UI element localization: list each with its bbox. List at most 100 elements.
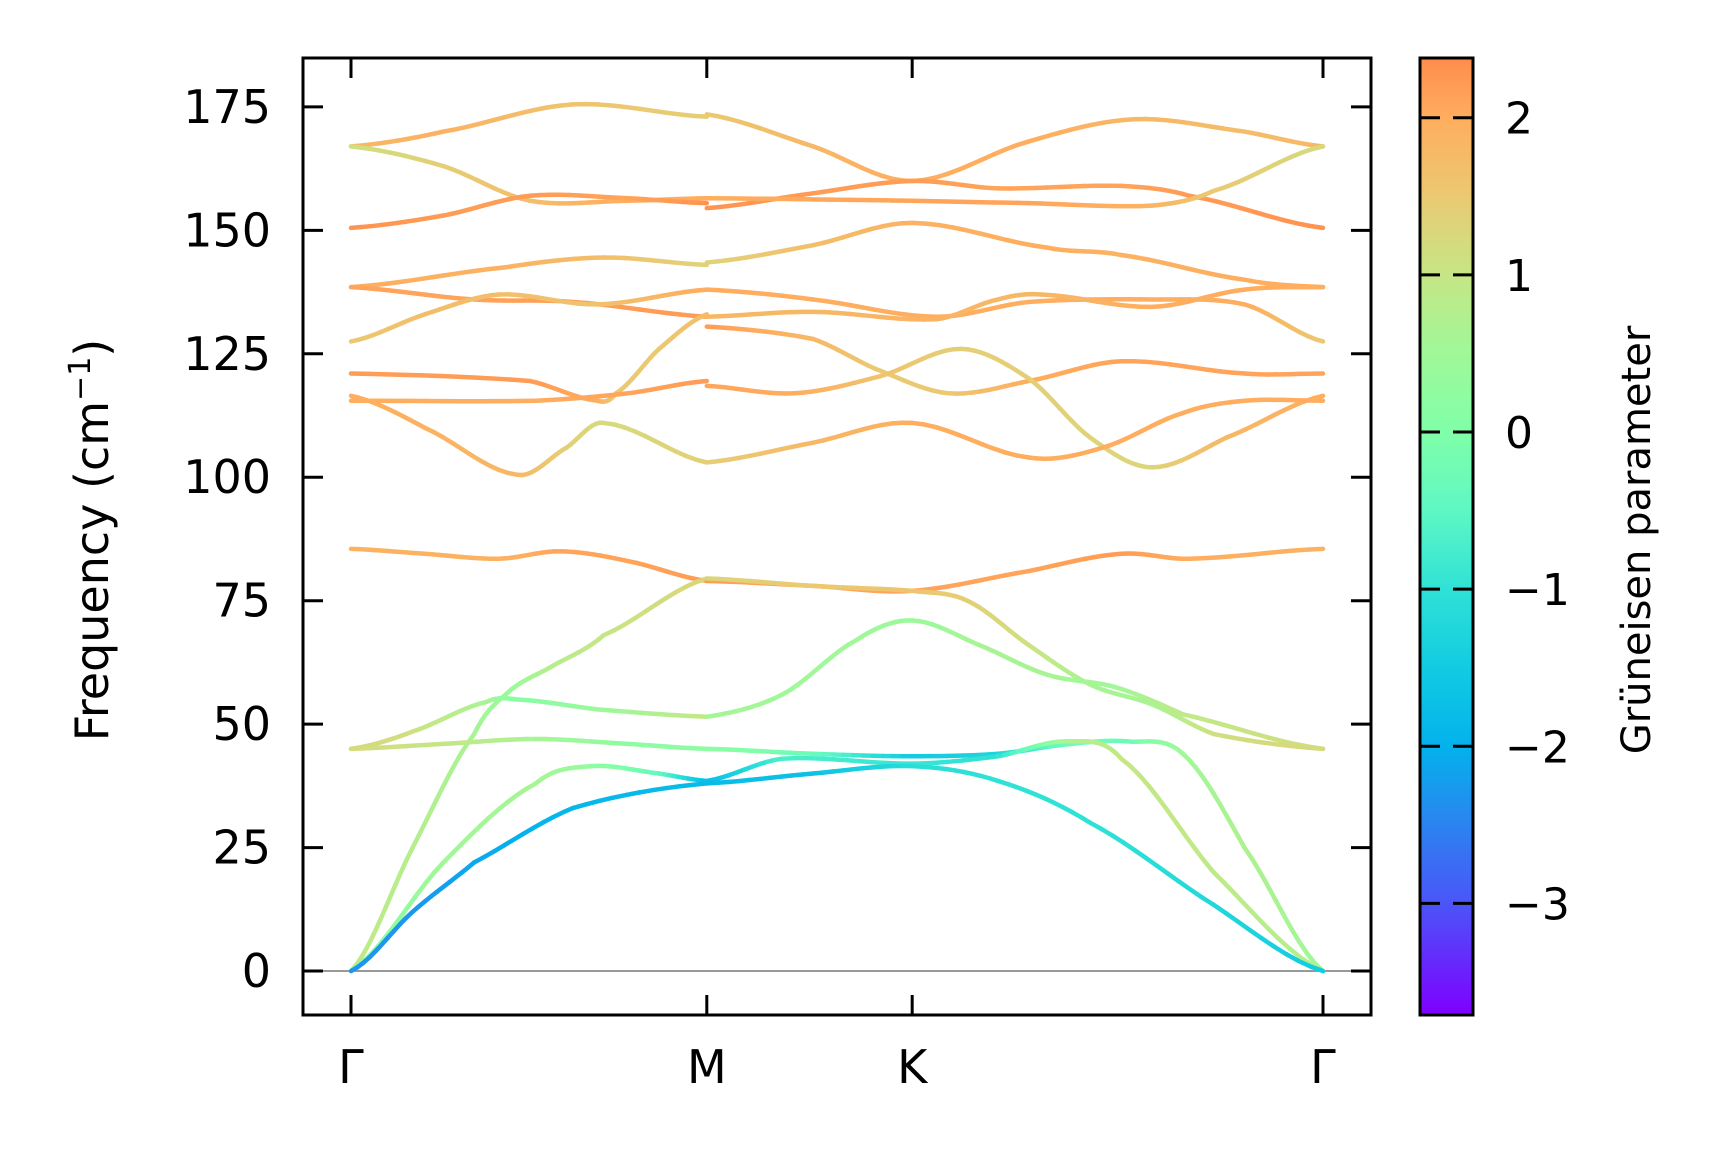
band-line bbox=[704, 220, 1326, 290]
band-segment bbox=[1308, 964, 1326, 974]
band-line bbox=[348, 736, 710, 752]
colorbar-tick-label: 2 bbox=[1505, 94, 1533, 145]
band-segment bbox=[491, 376, 515, 382]
band-segment bbox=[691, 113, 710, 120]
y-axis-label-superscript: −1 bbox=[63, 357, 98, 401]
colorbar-gradient bbox=[1418, 56, 1475, 1017]
band-segment bbox=[1155, 795, 1170, 813]
band-segment bbox=[1280, 217, 1299, 226]
band-segment bbox=[1240, 206, 1259, 215]
band-segment bbox=[1253, 210, 1272, 219]
band-line bbox=[704, 576, 1326, 752]
y-tick-label: 175 bbox=[183, 80, 271, 134]
band-segment bbox=[570, 802, 589, 811]
band-segment bbox=[624, 790, 643, 798]
band-segment bbox=[416, 820, 428, 838]
band-segment bbox=[431, 860, 446, 875]
band-segment bbox=[1273, 898, 1286, 918]
y-axis-label-end: ) bbox=[65, 339, 119, 357]
band-line bbox=[704, 287, 1326, 344]
band-segment bbox=[1267, 214, 1286, 223]
band-segment bbox=[1306, 744, 1326, 752]
band-segment bbox=[909, 220, 928, 226]
plot-frame bbox=[301, 56, 1373, 1017]
band-segment bbox=[1307, 223, 1326, 231]
band-segment bbox=[963, 228, 982, 236]
band-line bbox=[704, 763, 1326, 974]
band-segment bbox=[1192, 846, 1207, 864]
band-segment bbox=[1265, 884, 1279, 904]
band-segment bbox=[1183, 834, 1198, 852]
y-axis-label: Frequency (cm−1) bbox=[63, 339, 119, 742]
band-segment bbox=[487, 265, 508, 272]
y-tick-label: 100 bbox=[183, 450, 271, 504]
band-segment bbox=[664, 110, 683, 117]
band-segment bbox=[1018, 240, 1037, 248]
band-segment bbox=[1255, 915, 1271, 932]
band-segment bbox=[441, 270, 462, 278]
y-tick-label: 125 bbox=[183, 327, 271, 381]
band-lines bbox=[303, 101, 1371, 974]
band-segment bbox=[1257, 870, 1271, 889]
band-segment bbox=[1132, 847, 1149, 861]
band-segment bbox=[991, 234, 1010, 243]
band-segment bbox=[1165, 871, 1182, 884]
band-segment bbox=[597, 795, 616, 804]
band-segment bbox=[455, 374, 479, 380]
band-segment bbox=[583, 798, 602, 807]
band-segment bbox=[1202, 858, 1216, 875]
band-segment bbox=[471, 266, 492, 274]
band-segment bbox=[1154, 863, 1171, 876]
band-segment bbox=[1200, 195, 1219, 204]
x-tick-label: K bbox=[897, 1040, 929, 1094]
band-segment bbox=[637, 307, 656, 314]
y-tick-label: 25 bbox=[212, 821, 271, 875]
band-segment bbox=[385, 885, 397, 905]
band-segment bbox=[385, 919, 400, 937]
band-segment bbox=[1259, 936, 1277, 950]
band-segment bbox=[364, 282, 385, 289]
band-segment bbox=[1143, 855, 1160, 869]
band-segment bbox=[1194, 715, 1214, 724]
band-segment bbox=[1293, 220, 1312, 229]
colorbar-tick-label: −3 bbox=[1505, 879, 1570, 930]
band-line bbox=[348, 287, 710, 344]
band-line bbox=[704, 324, 1326, 396]
band-segment bbox=[428, 795, 440, 813]
band-line bbox=[348, 284, 710, 320]
band-segment bbox=[473, 375, 497, 381]
y-tick-label: 75 bbox=[212, 574, 271, 628]
band-segment bbox=[379, 280, 400, 287]
band-segment bbox=[696, 378, 710, 384]
band-segment bbox=[422, 808, 434, 826]
band-segment bbox=[379, 899, 391, 919]
band-segment bbox=[1297, 939, 1310, 957]
band-segment bbox=[1278, 738, 1298, 747]
y-axis-label-main: Frequency (cm bbox=[65, 401, 119, 741]
band-line bbox=[348, 192, 710, 231]
band-segment bbox=[1213, 199, 1232, 208]
colorbar-tick-label: 1 bbox=[1505, 251, 1533, 302]
band-segment bbox=[610, 792, 629, 800]
band-segment bbox=[435, 783, 446, 801]
band-segment bbox=[624, 305, 643, 312]
colorbar: 2 1 0 −1 −2 −3 bbox=[1418, 56, 1570, 1017]
band-segment bbox=[1266, 926, 1282, 942]
band-segment bbox=[420, 373, 443, 379]
band-line bbox=[704, 284, 1326, 322]
band-segment bbox=[1292, 741, 1312, 749]
band-segment bbox=[404, 893, 418, 912]
band-segment bbox=[650, 108, 669, 115]
band-segment bbox=[1031, 243, 1050, 250]
band-segment bbox=[1281, 912, 1294, 932]
band-line bbox=[348, 781, 710, 974]
band-segment bbox=[1222, 722, 1242, 732]
band-line bbox=[704, 618, 1326, 752]
band-segment bbox=[624, 104, 643, 112]
band-segment bbox=[1199, 894, 1216, 907]
band-segment bbox=[637, 787, 656, 795]
band-segment bbox=[1137, 773, 1152, 789]
axes: 0 25 50 75 100 125 150 175 Γ M K Γ bbox=[183, 56, 1373, 1094]
colorbar-label: Grüneisen parameter bbox=[1614, 325, 1660, 754]
y-tick-label: 150 bbox=[183, 203, 271, 257]
